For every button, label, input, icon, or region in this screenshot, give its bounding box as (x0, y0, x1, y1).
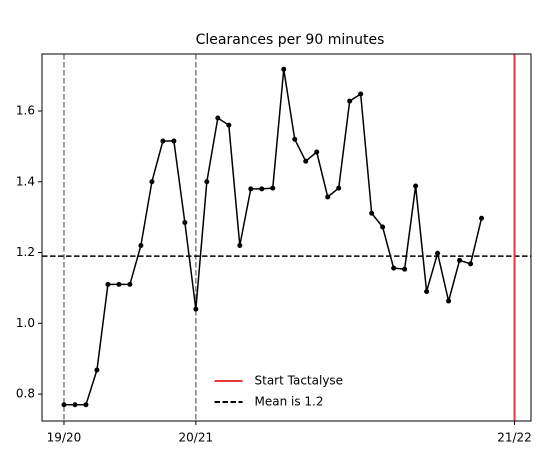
x-tick-label: 20/21 (179, 431, 214, 445)
data-point (270, 185, 276, 191)
data-point (391, 265, 397, 271)
data-point (215, 115, 221, 121)
data-point (248, 186, 254, 192)
data-point (369, 210, 375, 216)
legend-label: Mean is 1.2 (255, 395, 324, 409)
data-point (138, 242, 144, 248)
data-point (259, 186, 265, 192)
data-point (127, 281, 133, 287)
data-point (116, 281, 122, 287)
data-point (281, 66, 287, 72)
data-point (314, 149, 320, 155)
data-point (402, 266, 408, 272)
y-tick-label: 1.6 (16, 103, 35, 117)
y-tick-label: 0.8 (16, 387, 35, 401)
legend-label: Start Tactalyse (255, 374, 344, 388)
data-point (160, 138, 166, 144)
data-point (347, 98, 353, 104)
data-point (204, 179, 210, 185)
data-point (424, 288, 430, 294)
data-point (457, 257, 463, 263)
y-tick-label: 1.0 (16, 316, 35, 330)
data-point (226, 122, 232, 128)
data-point (303, 158, 309, 164)
data-point (149, 179, 155, 185)
data-point (94, 367, 100, 373)
data-point (468, 261, 474, 267)
data-point (61, 402, 67, 408)
data-point (72, 402, 78, 408)
data-point (105, 281, 111, 287)
data-point (336, 185, 342, 191)
data-point (83, 402, 89, 408)
x-tick-label: 19/20 (47, 431, 82, 445)
data-point (435, 250, 441, 256)
x-tick-label: 21/22 (497, 431, 532, 445)
chart-title: Clearances per 90 minutes (196, 32, 385, 48)
data-point (325, 194, 331, 200)
data-point (479, 215, 485, 221)
data-point (380, 224, 386, 230)
data-point (292, 136, 298, 142)
data-point (193, 306, 199, 312)
data-point (413, 183, 419, 189)
plot-frame (41, 53, 532, 422)
data-point (358, 91, 364, 97)
data-line (63, 69, 483, 406)
y-tick-label: 1.2 (16, 245, 35, 259)
data-point (237, 242, 243, 248)
y-tick-label: 1.4 (16, 174, 35, 188)
data-point (446, 298, 452, 304)
data-point (171, 138, 177, 144)
data-point (182, 219, 188, 225)
